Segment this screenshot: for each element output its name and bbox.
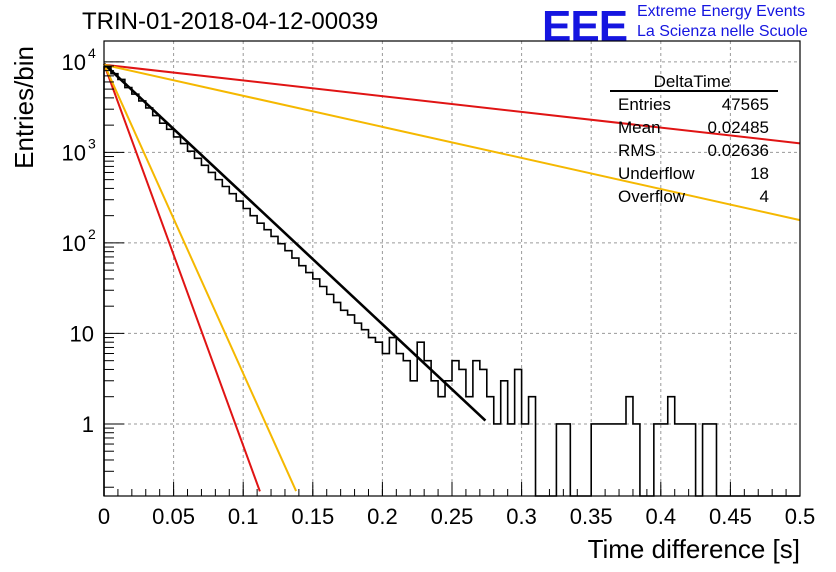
y-tick-label: 10 <box>70 321 94 346</box>
x-tick-label: 0 <box>98 504 110 529</box>
y-tick-label: 10 <box>62 231 86 256</box>
logo-tagline-1: Extreme Energy Events <box>637 3 806 20</box>
fit-curves <box>103 62 801 492</box>
histogram-bars <box>103 66 800 497</box>
x-tick-label: 0.3 <box>506 504 537 529</box>
y-tick-exponent: 3 <box>88 135 96 151</box>
eee-logo: EEE <box>542 2 628 51</box>
y-tick-label: 1 <box>82 412 94 437</box>
fit-curve-1 <box>103 63 801 145</box>
stats-name: DeltaTime <box>654 72 731 91</box>
stats-value-underflow: 18 <box>750 164 769 183</box>
stats-box: DeltaTime Entries 47565 Mean 0.02485 RMS… <box>610 72 778 206</box>
x-tick-label: 0.4 <box>646 504 677 529</box>
axis-ticks: 0 0.05 0.1 0.15 0.2 0.25 0.3 0.35 0.4 0.45 0.510 41… <box>62 45 816 529</box>
y-tick-label: 10 <box>62 50 86 75</box>
x-tick-label: 0.1 <box>228 504 259 529</box>
x-tick-label: 0.35 <box>570 504 613 529</box>
y-tick-label: 10 <box>62 140 86 165</box>
stats-label-underflow: Underflow <box>618 164 695 183</box>
x-tick-label: 0.45 <box>709 504 752 529</box>
x-tick-label: 0.5 <box>785 504 816 529</box>
stats-label-mean: Mean <box>618 118 661 137</box>
stats-label-overflow: Overflow <box>618 187 686 206</box>
stats-value-mean: 0.02485 <box>708 118 769 137</box>
y-axis-title: Entries/bin <box>9 46 39 169</box>
fit-curve-2 <box>103 63 801 222</box>
stats-value-overflow: 4 <box>760 187 769 206</box>
stats-value-rms: 0.02636 <box>708 141 769 160</box>
fit-curve-3 <box>103 63 261 492</box>
x-axis-title: Time difference [s] <box>588 534 800 564</box>
y-tick-exponent: 2 <box>88 226 96 242</box>
stats-value-entries: 47565 <box>722 95 769 114</box>
stats-label-rms: RMS <box>618 141 656 160</box>
chart-title: TRIN-01-2018-04-12-00039 <box>82 8 379 35</box>
y-tick-exponent: 4 <box>88 45 96 61</box>
histogram-outline <box>103 66 800 497</box>
fit-curve-4 <box>103 63 298 492</box>
fit-curve-0 <box>103 62 487 422</box>
x-tick-label: 0.05 <box>152 504 195 529</box>
x-tick-label: 0.25 <box>431 504 474 529</box>
x-tick-label: 0.2 <box>367 504 398 529</box>
x-tick-label: 0.15 <box>291 504 334 529</box>
stats-label-entries: Entries <box>618 95 671 114</box>
logo-tagline-2: La Scienza nelle Scuole <box>637 23 808 40</box>
